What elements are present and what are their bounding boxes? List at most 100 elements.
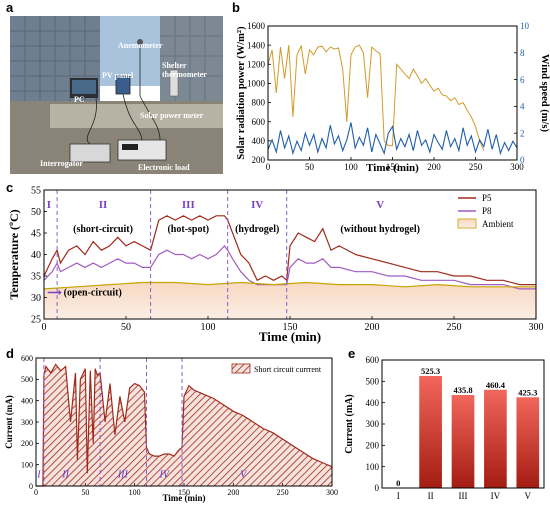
chart-b-ytick-label: 8 — [520, 48, 525, 58]
chart-b-ytick-label: 1600 — [247, 21, 266, 31]
chart-b-ylabel: Solar radiation power (W/m²) — [236, 26, 247, 160]
chart-b-xlabel: Time (min) — [366, 162, 419, 174]
phase-label-I: I — [36, 469, 41, 480]
chart-b-xtick-label: 300 — [510, 162, 524, 172]
chart-d-ytick-label: 600 — [21, 354, 33, 363]
chart-d-ytick-label: 500 — [21, 375, 33, 384]
phase-desc: (hot-spot) — [167, 224, 209, 235]
phase-label-III: III — [117, 469, 129, 480]
bar-value-label: 525.3 — [421, 366, 440, 376]
legend-label-current: Short circuit currrent — [254, 365, 322, 374]
chart-d-xtick-label: 50 — [81, 488, 89, 497]
chart-d-ytick-label: 100 — [21, 460, 33, 469]
phase-roman-I: I — [47, 199, 51, 211]
chart-b-ytick-label: 1200 — [247, 59, 266, 69]
chart-d-xtick-label: 150 — [178, 488, 190, 497]
chart-c-xtick-label: 250 — [447, 322, 462, 333]
phase-roman-III: III — [182, 199, 195, 211]
chart-b-ytick-label: 1400 — [247, 40, 266, 50]
chart-b-xtick-label: 250 — [469, 162, 483, 172]
chart-c-ytick-label: 45 — [31, 229, 41, 240]
chart-c-xtick-label: 50 — [121, 322, 131, 333]
series-line-left — [267, 44, 485, 151]
chart-b-ytick-label: 1000 — [247, 79, 266, 89]
chart-e-ytick-label: 500 — [366, 376, 380, 386]
chart-b-ytick-label: 2 — [520, 128, 525, 138]
bar-III — [451, 395, 475, 488]
chart-b-xtick-label: 50 — [305, 162, 315, 172]
category-label: II — [428, 491, 434, 501]
chart-d-ytick-label: 300 — [21, 418, 33, 427]
bar-value-label: 460.4 — [486, 380, 506, 390]
legend-label: Ambient — [482, 219, 514, 229]
chart-phase-currents: 0 I 525.3 II 435.8 III 460.4 IV 425.3 V 0 100 200 300… — [344, 355, 545, 501]
legend-swatch-ambient — [457, 218, 477, 229]
legend-label: P5 — [482, 193, 492, 203]
photo-label-interrogator: Interrogator — [40, 159, 83, 168]
photo-label-meter: Solar power meter — [140, 111, 204, 120]
photo-label-shelter-2: thermometer — [162, 70, 207, 79]
chart-b-ylabel2: Wind speed (m/s) — [539, 54, 550, 132]
chart-e-ytick-label: 600 — [366, 355, 380, 365]
setup-photo-illustration: Anemometer Shelter thermometer PV panel … — [10, 16, 223, 174]
photo-label-shelter-1: Shelter — [162, 61, 187, 70]
chart-c-ytick-label: 35 — [31, 272, 41, 283]
chart-c-ytick-label: 55 — [31, 186, 41, 197]
phase-desc: (without hydrogel) — [340, 224, 420, 235]
chart-e-ylabel: Current (mA) — [344, 394, 355, 454]
phase-label-II: II — [61, 469, 69, 480]
series-line-p5 — [43, 215, 536, 286]
bar-value-label: 435.8 — [453, 385, 472, 395]
panel-label-e: e — [348, 346, 356, 361]
setup-photo: Anemometer Shelter thermometer PV panel … — [10, 16, 223, 174]
open-circuit-arrow: ⟶ — [47, 287, 62, 298]
series-line-right — [267, 122, 518, 156]
chart-temperature: I II(short-circuit)III(hot-spot)IV(hydrog… — [7, 186, 544, 345]
chart-e-ytick-label: 0 — [375, 483, 380, 493]
chart-b-xtick-label: 150 — [386, 162, 400, 172]
chart-c-xtick-label: 100 — [201, 322, 216, 333]
chart-c-ytick-label: 40 — [31, 250, 41, 261]
chart-c-ytick-label: 30 — [31, 293, 41, 304]
chart-c-ytick-label: 25 — [31, 315, 41, 326]
chart-d-xtick-label: 0 — [34, 488, 38, 497]
chart-d-xtick-label: 200 — [227, 488, 239, 497]
chart-b-ytick-label: 6 — [520, 75, 525, 85]
chart-d-ytick-label: 0 — [29, 482, 33, 491]
chart-b-ytick-label: 600 — [252, 117, 266, 127]
phase-label-V: V — [240, 469, 248, 480]
phase-desc: (short-circuit) — [73, 224, 133, 235]
phase-desc: (hydrogel) — [235, 224, 279, 235]
chart-c-xtick-label: 200 — [365, 322, 380, 333]
chart-c-xtick-label: 0 — [42, 322, 47, 333]
chart-b-xtick-label: 0 — [266, 162, 271, 172]
bar-value-label: 425.3 — [518, 387, 537, 397]
chart-d-ytick-label: 200 — [21, 439, 33, 448]
category-label: III — [459, 491, 468, 501]
legend-swatch-current — [231, 363, 251, 374]
ambient-area — [44, 282, 536, 319]
bar-II — [419, 375, 442, 488]
current-line — [36, 363, 333, 487]
chart-c-ylabel: Temperature (ºC) — [7, 209, 21, 299]
photo-label-pv: PV panel — [102, 71, 134, 80]
chart-c-xtick-label: 300 — [529, 322, 544, 333]
chart-c-xtick-label: 150 — [283, 322, 298, 333]
chart-d-xtick-label: 250 — [277, 488, 289, 497]
category-label: V — [525, 491, 532, 501]
chart-short-circuit-current: I II III IV V0 50 100 150 200 250 3000100200300400… — [4, 354, 338, 503]
chart-e-ytick-label: 200 — [366, 440, 380, 450]
series-line-ambient — [43, 281, 536, 290]
chart-b-ytick-label: 200 — [252, 155, 266, 165]
series-line-p8 — [43, 244, 536, 290]
photo-label-load: Electronic load — [138, 163, 190, 172]
chart-b-xtick-label: 200 — [427, 162, 441, 172]
chart-b-ytick-label: 800 — [252, 98, 266, 108]
phase-label-IV: IV — [159, 469, 171, 480]
chart-d-xlabel: Time (min) — [162, 493, 205, 503]
chart-b-ytick-label: 10 — [520, 21, 530, 31]
phase-roman-IV: IV — [251, 199, 263, 211]
photo-label-anemometer: Anemometer — [118, 41, 163, 50]
category-label: I — [397, 491, 400, 501]
chart-e-ytick-label: 100 — [366, 462, 380, 472]
